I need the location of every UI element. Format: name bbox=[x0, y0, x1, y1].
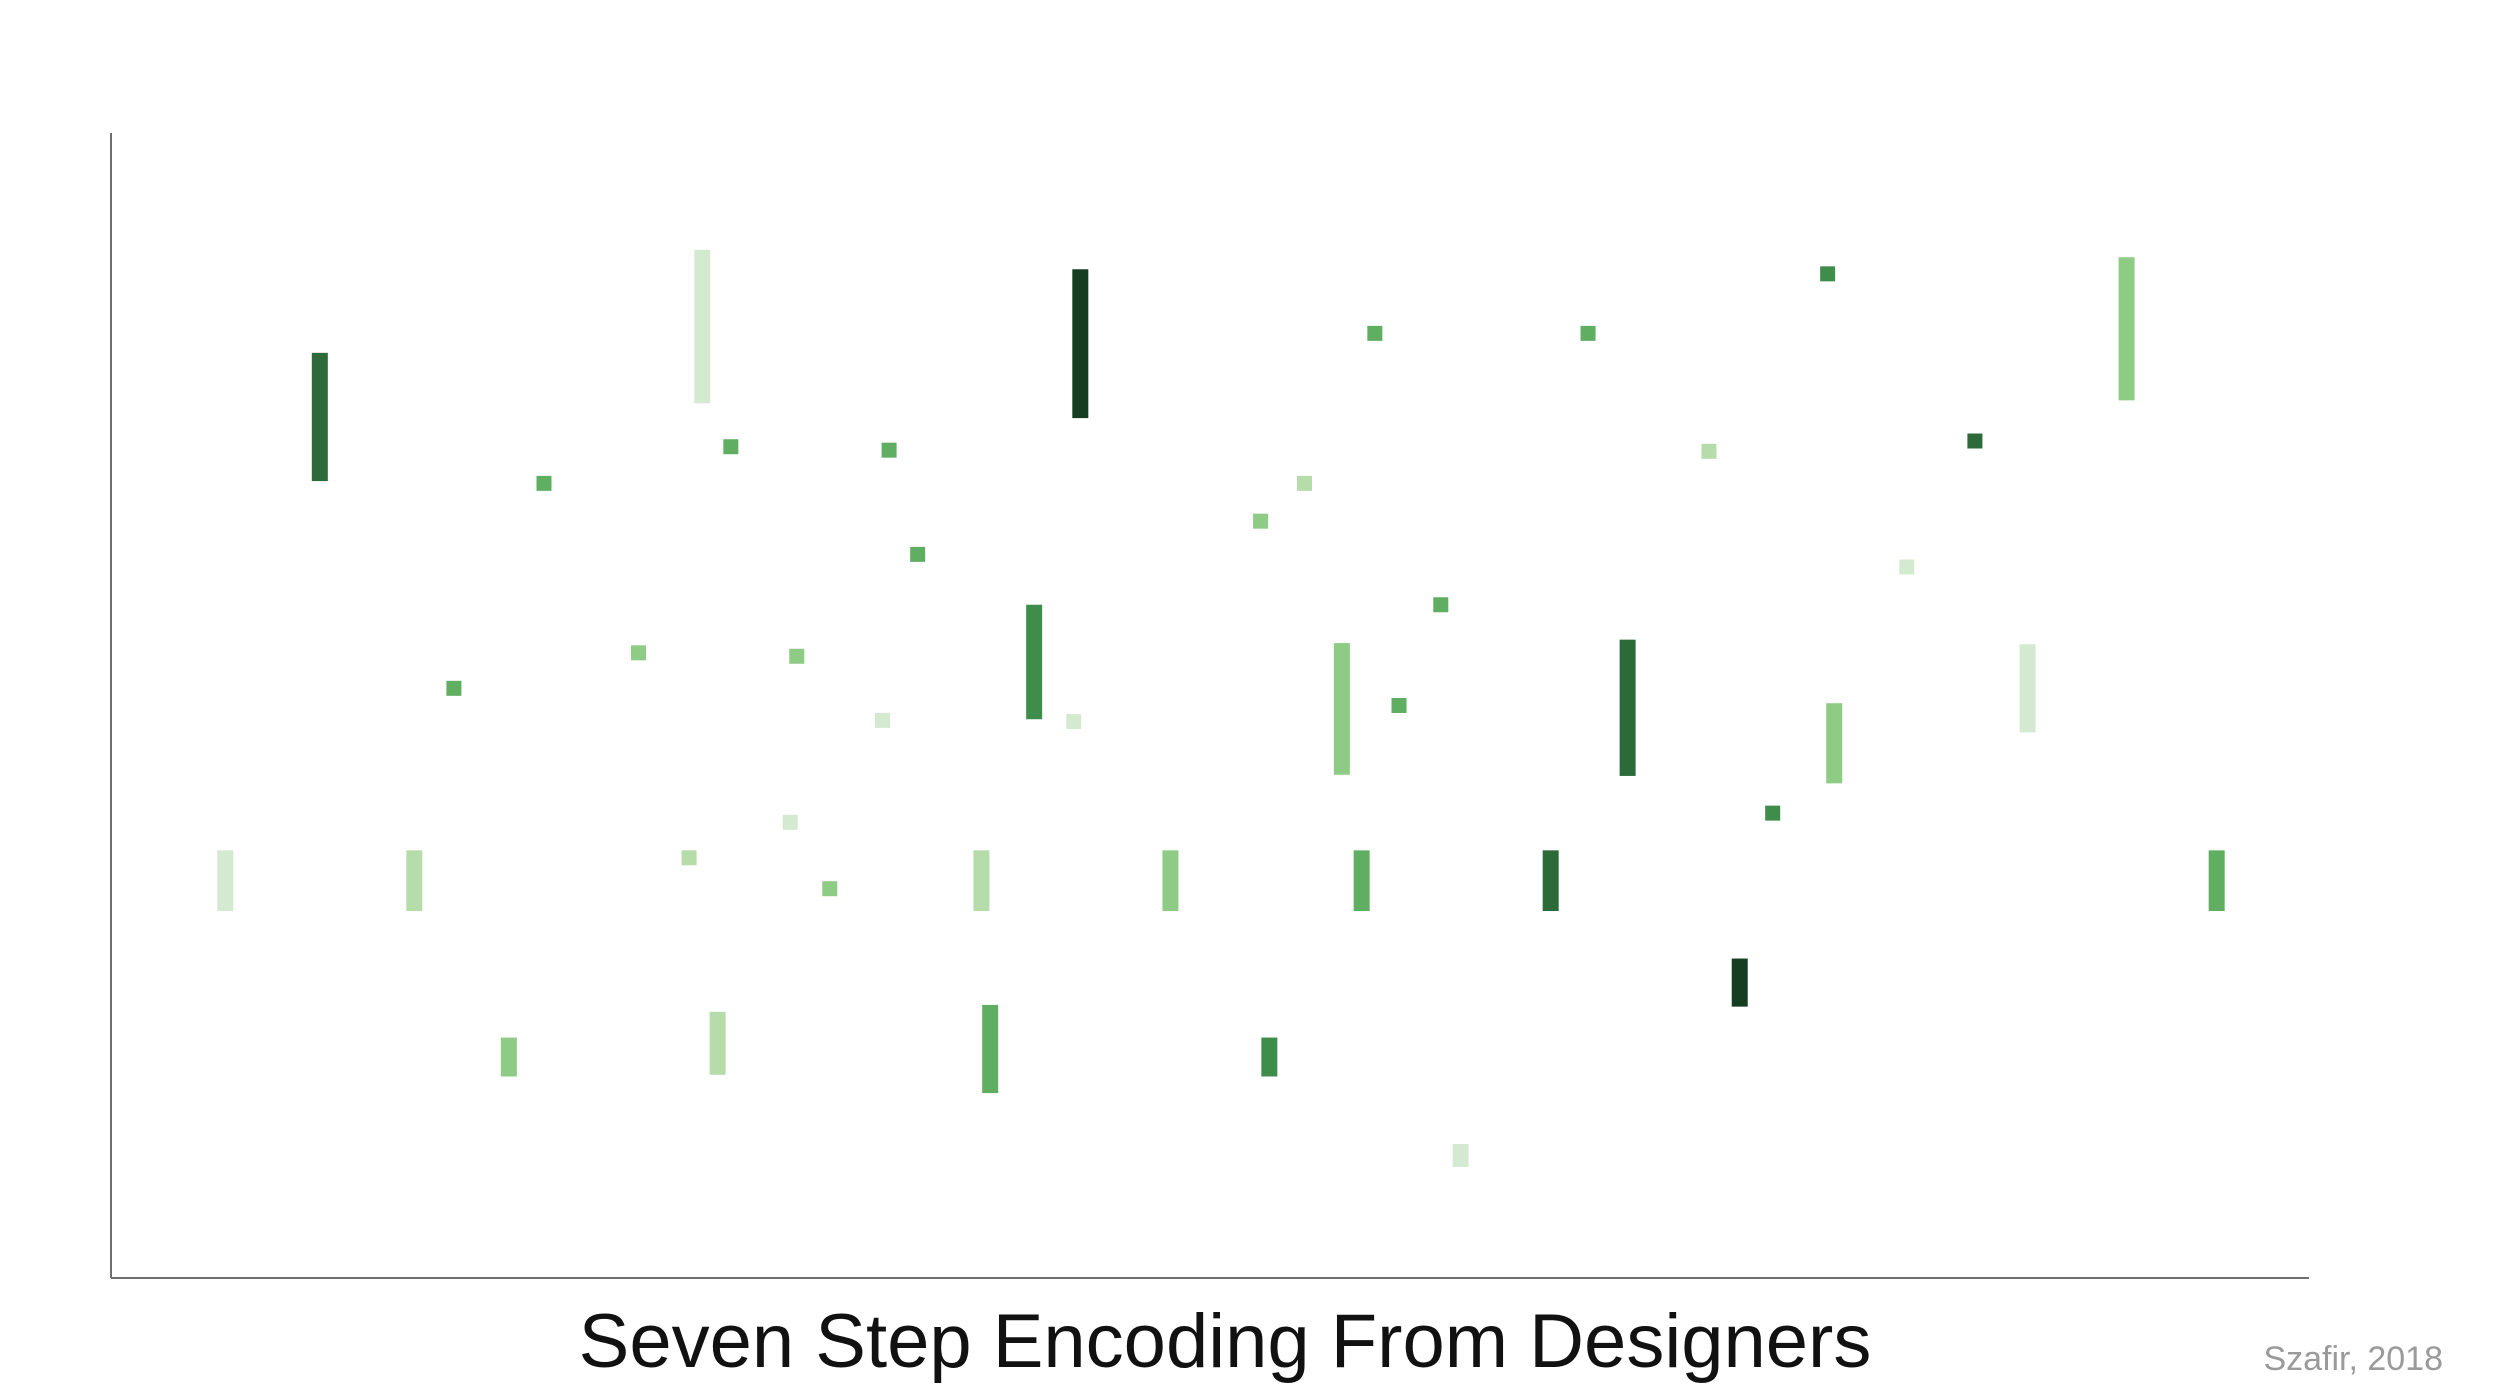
data-bar bbox=[1261, 1037, 1278, 1077]
data-point bbox=[1297, 475, 1313, 491]
data-point bbox=[1701, 443, 1717, 459]
data-point bbox=[881, 442, 897, 458]
chart-axes bbox=[110, 133, 2309, 1279]
data-bar bbox=[1026, 604, 1043, 720]
data-bar bbox=[500, 1037, 517, 1077]
data-point bbox=[782, 814, 798, 830]
data-point bbox=[910, 546, 926, 562]
data-bar bbox=[2208, 850, 2225, 912]
scatter-chart bbox=[110, 133, 2309, 1279]
data-bar bbox=[1826, 703, 1843, 784]
data-point bbox=[681, 850, 697, 866]
data-point bbox=[1899, 559, 1915, 575]
data-bar bbox=[2118, 257, 2135, 401]
data-point bbox=[536, 475, 552, 491]
data-point bbox=[1253, 513, 1269, 529]
data-bar bbox=[973, 850, 990, 912]
data-bar bbox=[1333, 643, 1350, 775]
data-bar bbox=[406, 850, 423, 912]
data-point bbox=[1765, 805, 1781, 821]
data-point bbox=[822, 881, 838, 897]
data-bar bbox=[1542, 850, 1559, 912]
data-bar bbox=[1353, 850, 1370, 912]
data-point bbox=[1433, 597, 1449, 613]
data-point bbox=[1066, 714, 1082, 730]
citation-credit: Szafir, 2018 bbox=[2263, 1340, 2443, 1378]
data-bar bbox=[982, 1004, 999, 1094]
data-point bbox=[1367, 325, 1383, 341]
data-point bbox=[446, 680, 462, 696]
data-point bbox=[1967, 433, 1983, 449]
data-bar bbox=[1072, 269, 1089, 419]
data-bar bbox=[1452, 1144, 1469, 1167]
data-bar bbox=[1619, 639, 1636, 776]
data-point bbox=[631, 645, 647, 661]
data-bar bbox=[1162, 850, 1179, 912]
data-point bbox=[1391, 698, 1407, 713]
data-point bbox=[1580, 325, 1596, 341]
data-bar bbox=[709, 1011, 726, 1075]
data-bar bbox=[694, 249, 711, 404]
data-point bbox=[874, 712, 890, 728]
data-point bbox=[1820, 266, 1836, 282]
data-bar bbox=[1731, 958, 1748, 1007]
data-bar bbox=[217, 850, 234, 912]
data-bar bbox=[311, 352, 328, 482]
data-point bbox=[789, 648, 805, 664]
data-bar bbox=[2019, 644, 2036, 733]
slide-caption: Seven Step Encoding From Designers bbox=[578, 1299, 1872, 1384]
data-point bbox=[723, 439, 739, 455]
data-marks bbox=[217, 249, 2225, 1167]
